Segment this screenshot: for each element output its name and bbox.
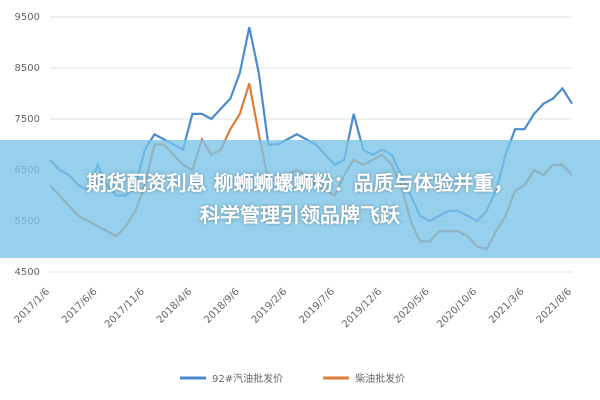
x-tick-label: 2018/4/6 bbox=[155, 286, 195, 326]
x-tick-label: 2018/9/6 bbox=[202, 286, 242, 326]
x-tick-label: 2020/5/6 bbox=[392, 286, 432, 326]
x-tick-label: 2019/12/6 bbox=[340, 286, 384, 330]
y-tick-label: 8500 bbox=[15, 63, 40, 74]
y-tick-label: 7500 bbox=[15, 114, 40, 125]
overlay-line: 期货配资利息 柳蛳蛳螺蛳粉：品质与体验并重， bbox=[86, 171, 514, 195]
x-tick-label: 2017/1/6 bbox=[13, 286, 53, 326]
x-tick-label: 2017/11/6 bbox=[103, 286, 147, 330]
overlay-banner: 期货配资利息 柳蛳蛳螺蛳粉：品质与体验并重， 科学管理引领品牌飞跃 bbox=[0, 140, 600, 258]
overlay-line: 科学管理引领品牌飞跃 bbox=[200, 203, 400, 227]
y-tick-label: 4500 bbox=[15, 267, 40, 278]
x-tick-label: 2020/10/6 bbox=[435, 286, 479, 330]
legend-label: 92#汽油批发价 bbox=[212, 372, 283, 385]
legend-label: 柴油批发价 bbox=[355, 372, 405, 385]
x-tick-label: 2021/3/6 bbox=[487, 286, 527, 326]
x-tick-label: 2019/2/6 bbox=[250, 286, 290, 326]
x-tick-label: 2019/7/6 bbox=[297, 286, 337, 326]
y-tick-label: 9500 bbox=[15, 12, 40, 23]
x-tick-label: 2017/6/6 bbox=[60, 286, 100, 326]
x-tick-label: 2021/8/6 bbox=[535, 286, 575, 326]
